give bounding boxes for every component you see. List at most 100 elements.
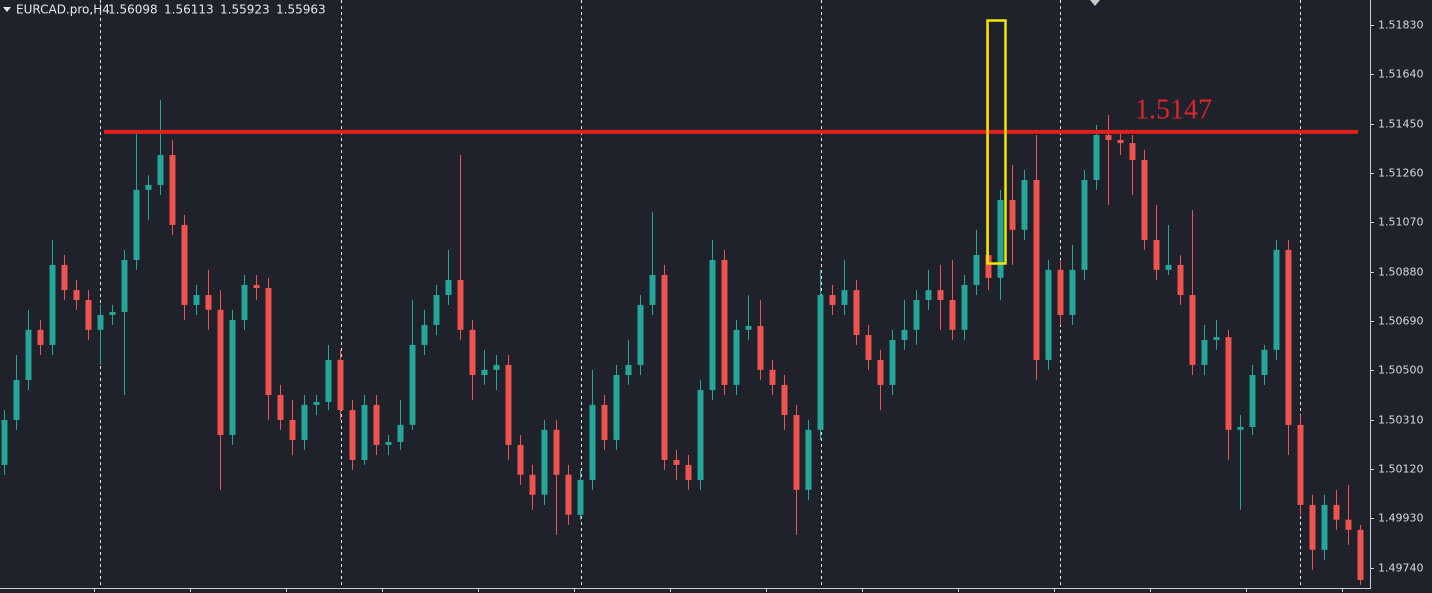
candle-body [949,299,956,330]
y-tick-label: 1.50310 [1378,414,1424,427]
candle-body [145,184,152,190]
candle-body [961,284,968,330]
candle-body [1273,249,1280,350]
candle-body [1261,349,1268,376]
candle-body [685,464,692,480]
candle-body [205,295,212,310]
candle-body [625,364,632,376]
candles [1,24,1364,585]
candle-body [805,429,812,490]
candle-body [901,329,908,340]
level-annotation: 1.5147 [1135,94,1212,125]
candle-body [1177,264,1184,296]
candle-body [397,424,404,443]
candle-body [1345,519,1352,530]
candle-body [1153,239,1160,270]
candle-body [1249,375,1256,427]
candle-body [85,299,92,330]
candle-body [865,335,872,360]
candle-body [517,444,524,475]
candle-body [289,419,296,440]
candle-body [913,299,920,330]
candle-body [1033,179,1040,360]
candle-body [265,288,272,396]
candle-body [313,402,320,405]
candle-body [421,324,428,345]
candle-body [721,259,728,385]
candle-body [337,359,344,411]
candle-body [217,309,224,436]
candle-body [61,264,68,291]
candle-body [1213,337,1220,340]
candle-body [277,395,284,420]
candle-body [769,369,776,385]
candle-body [1201,339,1208,365]
candle-body [1009,199,1016,230]
candle-body [997,199,1004,278]
y-tick-label: 1.50880 [1378,266,1424,279]
candle-body [793,415,800,490]
candle-body [361,404,368,460]
candle-body [457,279,464,330]
candle-body [481,369,488,376]
y-tick-label: 1.49930 [1378,512,1424,525]
candle-body [409,344,416,425]
candle-body [613,375,620,440]
candle-body [25,329,32,380]
candle-body [1189,295,1196,365]
candle-body [649,275,656,305]
candle-body [121,259,128,312]
candle-body [1069,269,1076,316]
candle-body [1285,249,1292,425]
candle-body [661,275,668,460]
candle-body [889,339,896,385]
y-tick-label: 1.51640 [1378,68,1424,81]
candle-body [709,259,716,391]
candle-body [37,329,44,345]
candle-body [181,224,188,305]
candle-body [97,315,104,330]
candle-body [1141,159,1148,240]
candle-body [157,155,164,185]
y-tick-label: 1.51070 [1378,216,1424,229]
candle-body [877,359,884,385]
candle-body [13,379,20,420]
candle-body [757,325,764,370]
header-quote: 1.56098 [108,3,158,17]
y-tick-label: 1.50120 [1378,463,1424,476]
candle-body [637,304,644,365]
candle-body [301,404,308,440]
candle-body [253,284,260,289]
price-axis: 1.51830 1.51640 1.51450 1.51260 1.51070 1.508… [1370,19,1424,575]
candle-body [241,284,248,320]
y-tick-label: 1.51450 [1378,118,1424,131]
candle-body [73,290,80,300]
candle-body [193,295,200,305]
highlight-box [986,19,1007,265]
candle-body [385,442,392,445]
candle-body [505,364,512,445]
candle-body [1093,135,1100,180]
candle-body [49,264,56,345]
candle-body [1309,504,1316,550]
header-quote: 1.55963 [276,3,326,17]
scroll-marker [1090,0,1100,6]
candle-body [373,404,380,445]
candle-body [529,474,536,495]
candle-body [169,155,176,225]
candle-body [565,474,572,515]
y-tick-label: 1.50690 [1378,315,1424,328]
candle-body [1225,337,1232,430]
candle-body [469,329,476,376]
candle-body [841,290,848,305]
candle-body [109,311,116,316]
candle-body [745,325,752,330]
candle-body [493,364,500,370]
candle-body [829,295,836,305]
candle-body [781,384,788,416]
candle-body [1045,269,1052,360]
candle-body [1297,424,1304,505]
